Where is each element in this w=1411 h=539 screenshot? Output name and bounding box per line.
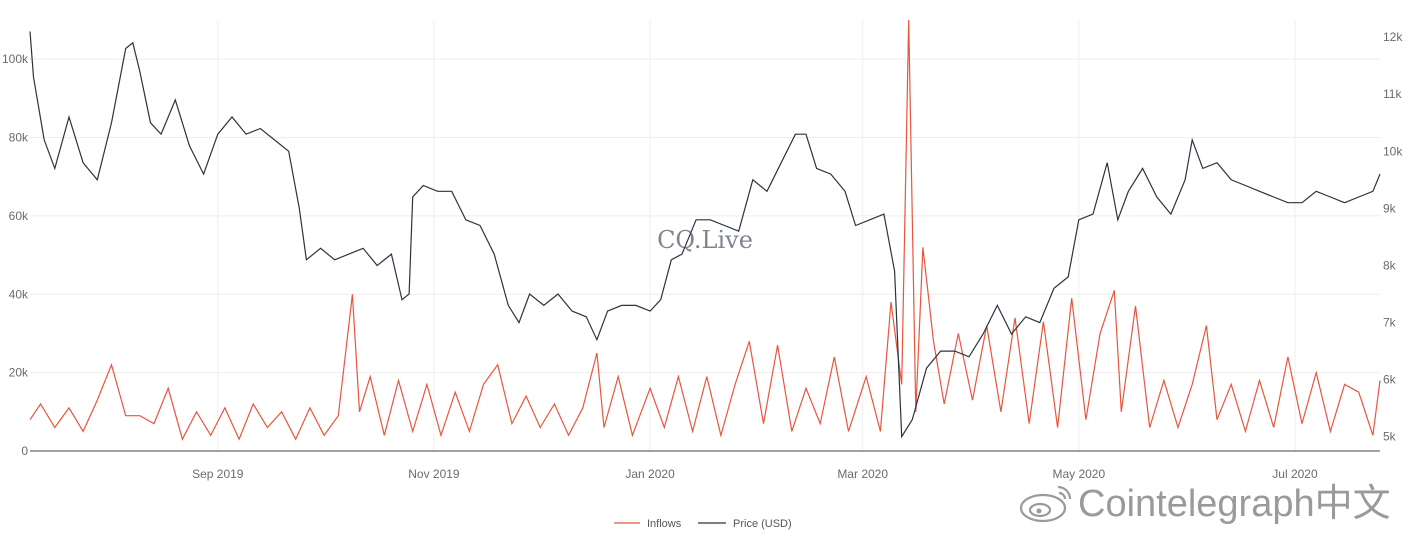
right-tick-label: 5k	[1383, 430, 1397, 444]
x-tick-label: Nov 2019	[408, 467, 460, 481]
x-tick-label: Sep 2019	[192, 467, 244, 481]
price-series	[29, 31, 1381, 439]
inflows-line	[29, 19, 1381, 441]
right-tick-label: 10k	[1383, 144, 1403, 158]
legend-price-label: Price (USD)	[733, 518, 792, 530]
right-tick-label: 8k	[1383, 258, 1397, 272]
x-tick-label: May 2020	[1052, 467, 1105, 481]
price-line	[29, 31, 1381, 439]
right-tick-label: 9k	[1383, 201, 1397, 215]
left-tick-label: 20k	[9, 366, 29, 380]
left-tick-label: 100k	[2, 52, 29, 66]
cointelegraph-text: Cointelegraph中文	[1078, 483, 1391, 525]
right-tick-label: 6k	[1383, 373, 1397, 387]
left-tick-label: 80k	[9, 131, 29, 145]
legend-inflows-label: Inflows	[647, 518, 682, 530]
legend: Inflows Price (USD)	[614, 518, 792, 530]
weibo-icon	[1019, 485, 1072, 523]
cq-live-watermark: CQ.Live	[657, 226, 753, 254]
inflows-series	[29, 19, 1381, 441]
right-axis-ticks: 5k 6k 7k 8k 9k 10k 11k 12k	[1383, 30, 1403, 444]
x-axis-ticks: Sep 2019 Nov 2019 Jan 2020 Mar 2020 May 2020…	[192, 467, 1318, 481]
grid-lines	[30, 20, 1380, 451]
left-tick-label: 60k	[9, 209, 29, 223]
x-tick-label: Mar 2020	[837, 467, 888, 481]
left-tick-label: 0	[21, 444, 28, 458]
left-tick-label: 40k	[9, 287, 29, 301]
right-tick-label: 11k	[1383, 87, 1402, 101]
right-tick-label: 12k	[1383, 30, 1403, 44]
right-tick-label: 7k	[1383, 316, 1397, 330]
x-tick-label: Jul 2020	[1272, 467, 1318, 481]
left-axis-ticks: 0 20k 40k 60k 80k 100k	[2, 52, 29, 458]
x-tick-label: Jan 2020	[625, 467, 675, 481]
cointelegraph-watermark: Cointelegraph中文	[1019, 483, 1391, 525]
